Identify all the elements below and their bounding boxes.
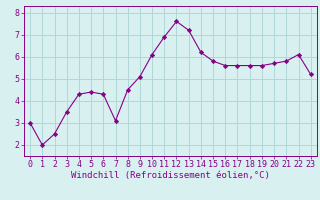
X-axis label: Windchill (Refroidissement éolien,°C): Windchill (Refroidissement éolien,°C) (71, 171, 270, 180)
